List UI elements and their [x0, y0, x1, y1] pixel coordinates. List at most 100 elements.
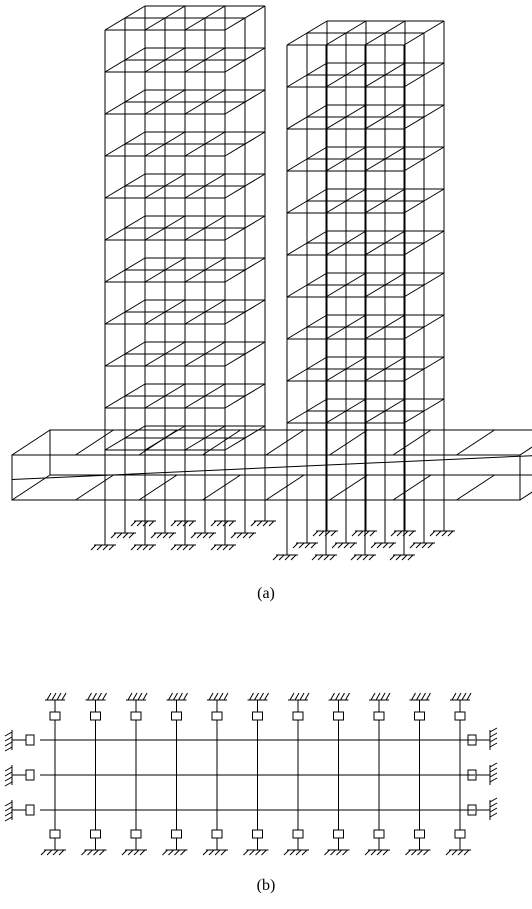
ground-hatch [305, 693, 309, 700]
ground-hatch [203, 850, 208, 855]
damper [293, 712, 303, 720]
ground-hatch [331, 850, 336, 855]
ground-hatch [337, 850, 342, 855]
ground-hatch [331, 531, 336, 536]
ground-hatch [137, 545, 142, 550]
ground-hatch [446, 850, 451, 855]
ground-hatch [302, 850, 307, 855]
ground-hatch [133, 693, 137, 700]
ground-hatch [330, 555, 335, 560]
ground-hatch [219, 693, 223, 700]
damper [253, 830, 263, 838]
ground-hatch [103, 693, 107, 700]
ground-hatch [344, 543, 349, 548]
ground-hatch [427, 693, 431, 700]
ground-hatch [262, 850, 267, 855]
ground-hatch [47, 850, 52, 855]
ground-hatch [137, 521, 142, 526]
ground-hatch [291, 555, 296, 560]
ground-hatch [223, 545, 228, 550]
ground-hatch [151, 533, 156, 538]
ground-hatch [490, 738, 497, 742]
ground-hatch [338, 543, 343, 548]
ground-hatch [157, 533, 162, 538]
ground-hatch [5, 782, 12, 786]
ground-hatch [371, 543, 376, 548]
ground-hatch [406, 850, 411, 855]
ground-hatch [402, 555, 407, 560]
ground-hatch [171, 521, 176, 526]
ground-hatch [424, 850, 429, 855]
ground-hatch [5, 817, 12, 821]
ground-hatch [369, 555, 374, 560]
damper [50, 712, 60, 720]
ground-hatch [88, 850, 93, 855]
ground-hatch [452, 850, 457, 855]
ground-hatch [134, 850, 139, 855]
ground-hatch [217, 545, 222, 550]
ground-hatch [229, 521, 234, 526]
caption-b: (b) [257, 877, 276, 894]
podium-beam [12, 455, 532, 480]
ground-hatch [111, 533, 116, 538]
ground-hatch [260, 693, 264, 700]
ground-hatch [386, 693, 390, 700]
podium-beam [266, 475, 304, 500]
ground-hatch [57, 693, 61, 700]
ground-hatch [128, 850, 133, 855]
ground-hatch [128, 693, 132, 700]
podium-beam [520, 430, 532, 455]
ground-hatch [250, 850, 255, 855]
ground-hatch [269, 521, 274, 526]
podium-beam [76, 430, 114, 455]
ground-hatch [263, 521, 268, 526]
damper [293, 830, 303, 838]
ground-hatch [103, 545, 108, 550]
ground-hatch [249, 533, 254, 538]
damper [91, 712, 101, 720]
ground-hatch [5, 777, 12, 781]
podium-beam [457, 475, 495, 500]
ground-hatch [305, 543, 310, 548]
ground-hatch [370, 531, 375, 536]
ground-hatch [383, 850, 388, 855]
ground-hatch [183, 545, 188, 550]
ground-hatch [358, 531, 363, 536]
ground-hatch [52, 693, 56, 700]
ground-hatch [396, 555, 401, 560]
damper [455, 830, 465, 838]
ground-hatch [452, 693, 456, 700]
ground-hatch [490, 763, 497, 767]
podium-beam [12, 430, 50, 455]
ground-hatch [490, 733, 497, 737]
ground-hatch [255, 693, 259, 700]
ground-hatch [224, 693, 228, 700]
damper [334, 712, 344, 720]
ground-hatch [211, 545, 216, 550]
ground-hatch [343, 850, 348, 855]
damper [91, 830, 101, 838]
ground-hatch [131, 521, 136, 526]
ground-hatch [163, 533, 168, 538]
ground-hatch [189, 521, 194, 526]
ground-hatch [312, 555, 317, 560]
ground-hatch [457, 693, 461, 700]
ground-hatch [94, 850, 99, 855]
ground-hatch [179, 693, 183, 700]
ground-hatch [325, 850, 330, 855]
ground-hatch [490, 728, 497, 732]
ground-hatch [215, 850, 220, 855]
ground-hatch [336, 693, 340, 700]
damper [26, 735, 34, 745]
ground-hatch [436, 531, 441, 536]
ground-hatch [163, 850, 168, 855]
ground-hatch [5, 767, 12, 771]
ground-hatch [422, 543, 427, 548]
ground-hatch [490, 773, 497, 777]
ground-hatch [296, 850, 301, 855]
ground-hatch [47, 693, 51, 700]
ground-hatch [177, 521, 182, 526]
ground-hatch [82, 850, 87, 855]
ground-hatch [442, 531, 447, 536]
ground-hatch [244, 850, 249, 855]
